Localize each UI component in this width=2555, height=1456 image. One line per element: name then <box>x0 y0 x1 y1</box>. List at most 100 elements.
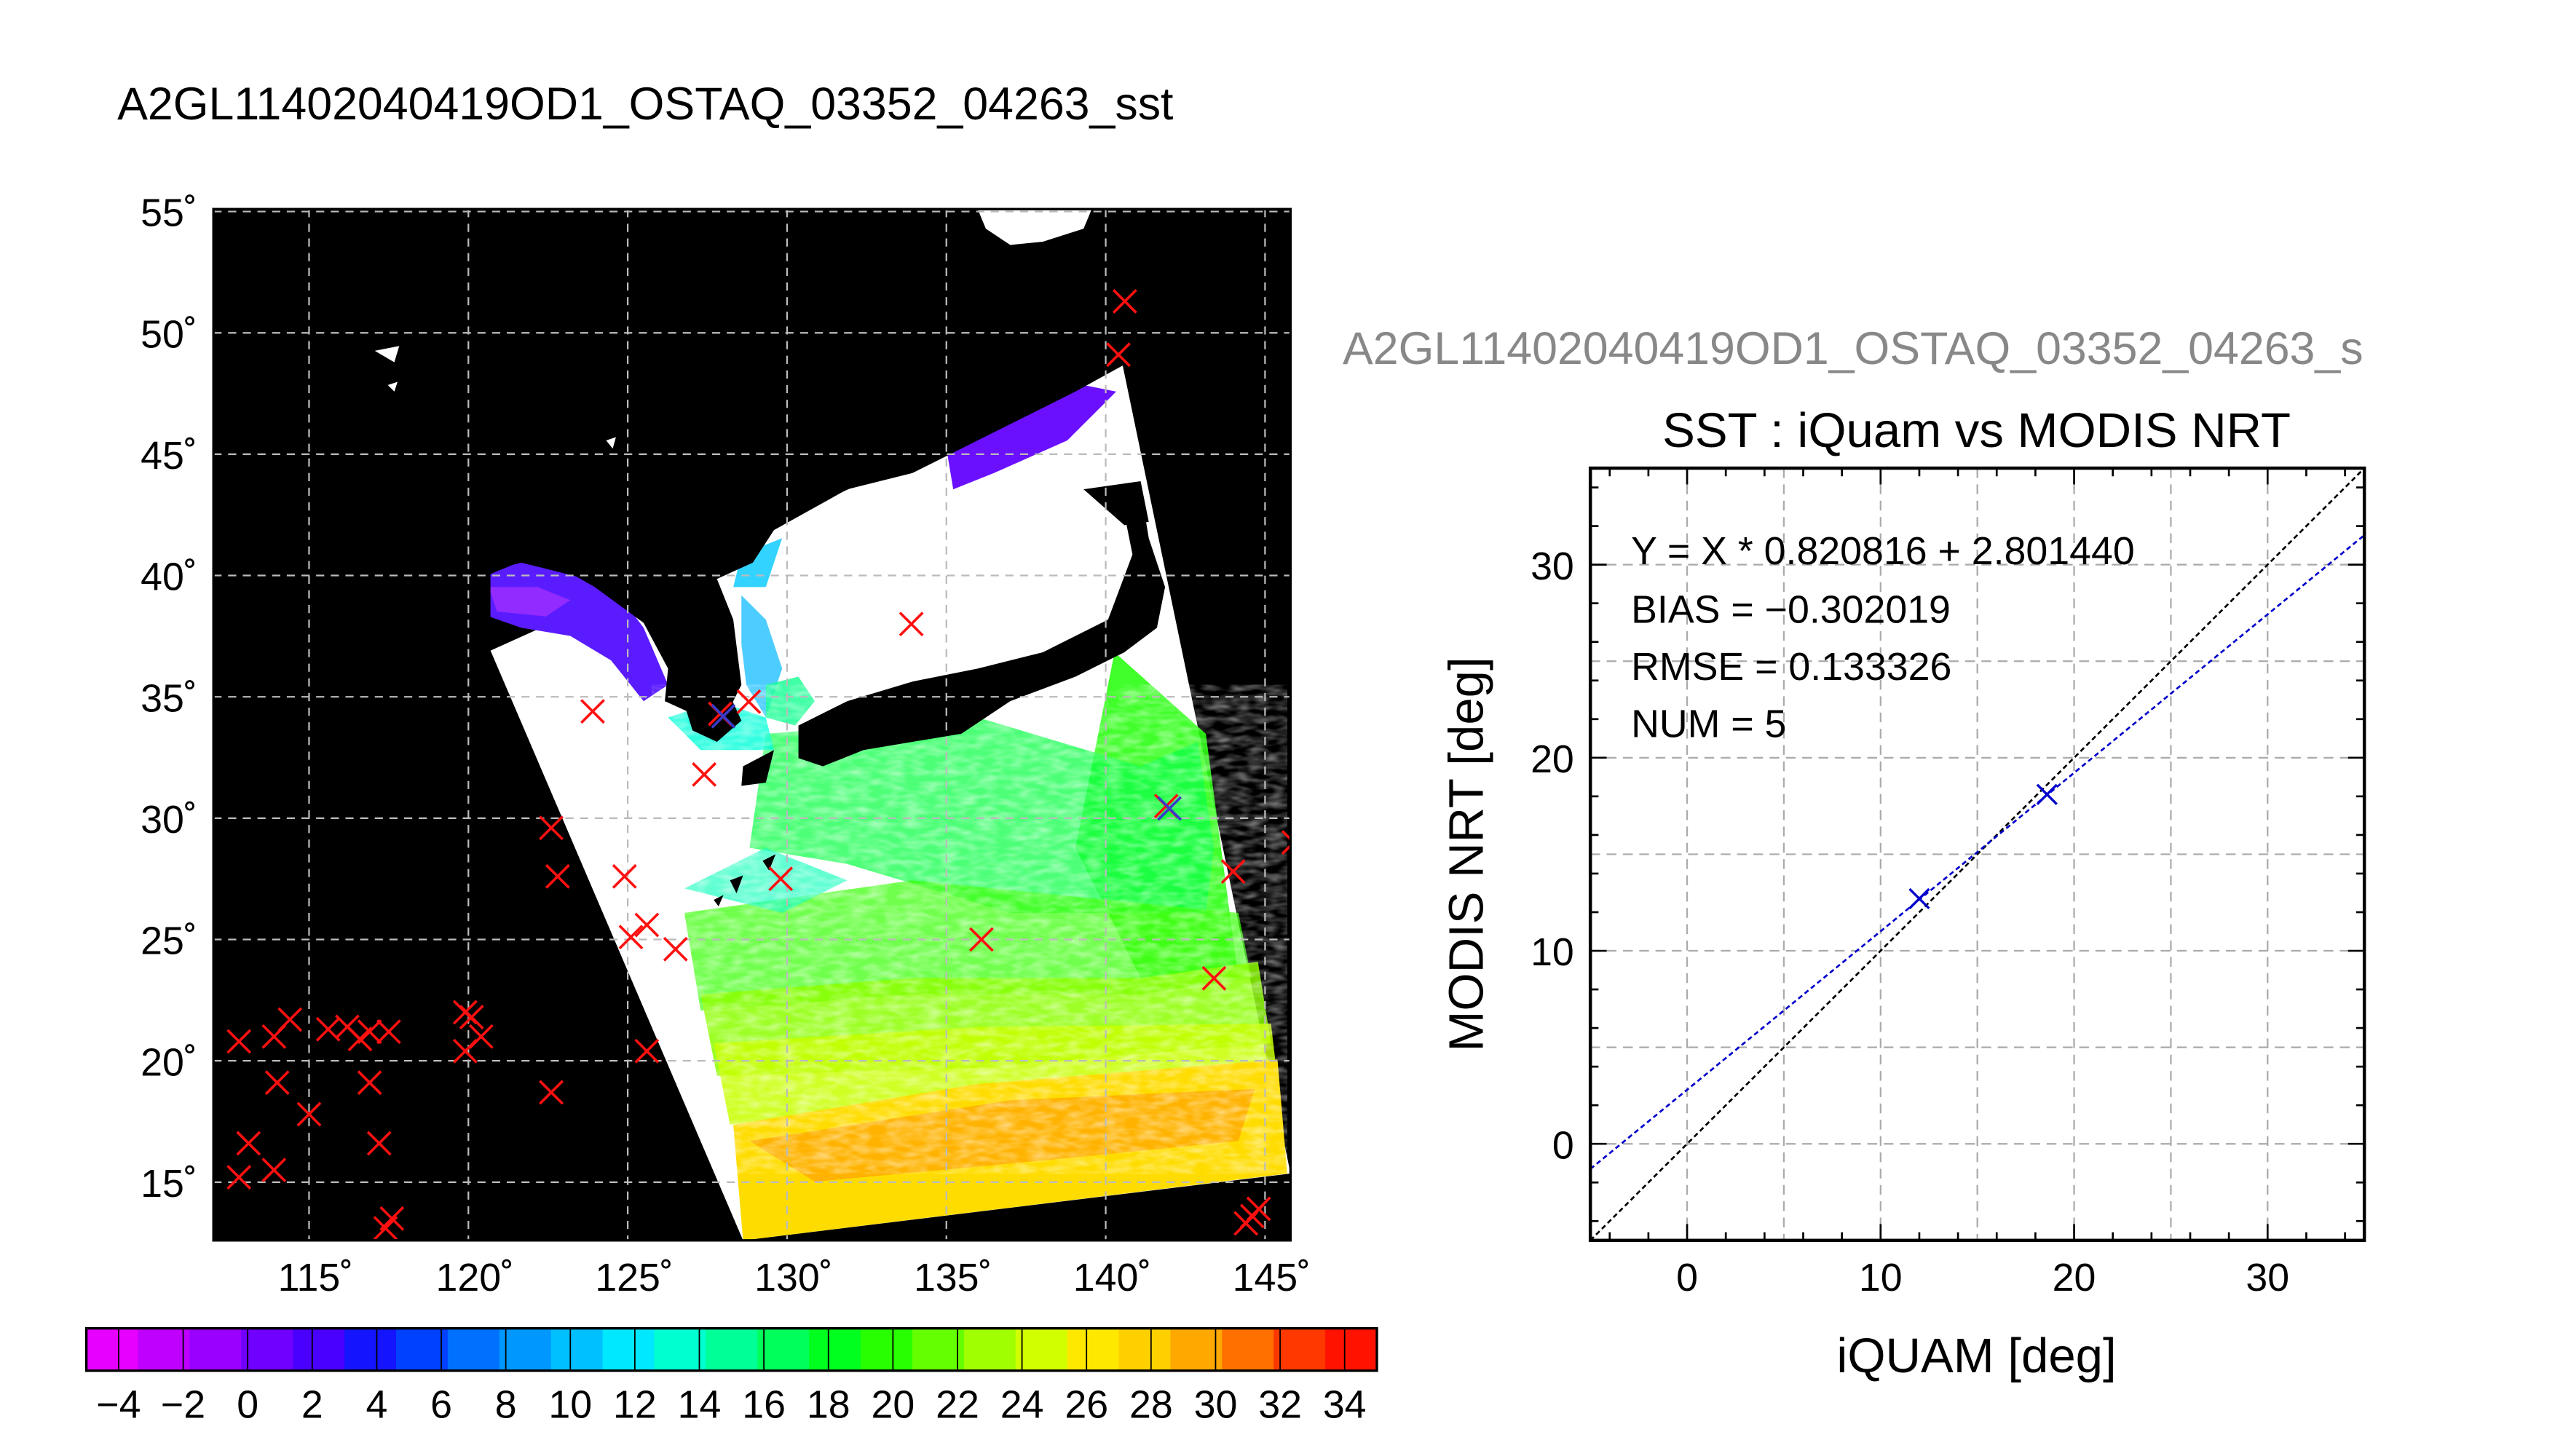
scatter-plot: Y = X * 0.820816 + 2.801440 BIAS = −0.30… <box>1588 466 2366 1243</box>
sst-colorbar <box>84 1326 1378 1372</box>
lat-tick-label: 45˚ <box>141 434 197 478</box>
bias-stat: BIAS = −0.302019 <box>1631 588 1951 632</box>
colorbar-segment <box>189 1328 242 1371</box>
lon-tick-label: 125˚ <box>595 1256 673 1299</box>
buoy-marker <box>1201 965 1227 991</box>
lat-tick-label: 15˚ <box>141 1162 197 1206</box>
colorbar-segment <box>1170 1328 1223 1371</box>
colorbar-segment <box>963 1328 1017 1371</box>
buoy-marker <box>226 1029 252 1054</box>
colorbar-segment <box>344 1328 398 1371</box>
scatter-title: SST : iQuam vs MODIS NRT <box>1662 403 2291 458</box>
scatter-x-axis-label: iQUAM [deg] <box>1836 1329 2116 1383</box>
colorbar-label: 22 <box>936 1383 979 1427</box>
lat-tick-label: 55˚ <box>141 191 197 235</box>
lat-tick-label: 40˚ <box>141 555 197 599</box>
colorbar-segment <box>550 1328 604 1371</box>
buoy-marker <box>296 1101 322 1127</box>
buoy-marker <box>612 863 637 889</box>
buoy-marker <box>663 936 688 962</box>
buoy-marker <box>1112 288 1137 314</box>
buoy-marker <box>634 912 660 938</box>
rmse-stat: RMSE = 0.133326 <box>1631 645 1951 689</box>
regression-fit-line <box>1590 534 2365 1170</box>
colorbar-label: 0 <box>237 1383 258 1427</box>
lon-tick-label: 135˚ <box>914 1256 992 1299</box>
buoy-marker <box>277 1007 303 1032</box>
colorbar-segment <box>395 1328 449 1371</box>
colorbar-segment <box>447 1328 501 1371</box>
colorbar-segment <box>654 1328 707 1371</box>
scatter-y-tick-label: 20 <box>1531 737 1574 781</box>
buoy-marker <box>1106 342 1132 368</box>
map-title: A2GL11402040419OD1_OSTAQ_03352_04263_sst <box>117 79 1173 130</box>
map-grid <box>213 209 1291 1241</box>
colorbar-segment <box>1067 1328 1120 1371</box>
colorbar-segment <box>86 1328 139 1371</box>
matchup-marker <box>711 703 736 729</box>
scatter-x-tick-label: 0 <box>1676 1256 1698 1299</box>
colorbar-label: −2 <box>161 1383 205 1427</box>
colorbar-label: 10 <box>548 1383 592 1427</box>
matchup-marker <box>1157 796 1182 821</box>
scatter-x-tick-label: 10 <box>1859 1256 1903 1299</box>
colorbar-segment <box>1273 1328 1327 1371</box>
lat-tick-label: 35˚ <box>141 676 197 720</box>
buoy-marker <box>899 612 924 637</box>
colorbar-segment <box>293 1328 346 1371</box>
buoy-marker <box>452 1038 478 1064</box>
lon-tick-label: 115˚ <box>278 1256 353 1299</box>
colorbar-label: 14 <box>678 1383 722 1427</box>
buoy-marker <box>264 1070 290 1096</box>
longitude-tick-labels: 115˚ 120˚ 125˚ 130˚ 135˚ 140˚ 145˚ <box>278 1256 1311 1299</box>
buoy-marker <box>768 866 794 892</box>
scatter-x-tick-labels: 0 10 20 30 <box>1676 1256 2289 1299</box>
matchup-markers <box>711 703 1182 821</box>
buoy-marker <box>539 815 564 841</box>
regression-equation: Y = X * 0.820816 + 2.801440 <box>1631 529 2135 573</box>
map-frame <box>212 207 1292 1242</box>
scatter-grid <box>1590 468 2365 1241</box>
buoy-marker <box>736 689 762 714</box>
buoy-marker <box>618 925 644 950</box>
scatter-y-axis-label: MODIS NRT [deg] <box>1439 657 1493 1051</box>
buoy-marker <box>459 1005 484 1030</box>
buoy-marker <box>261 1158 287 1183</box>
buoy-marker <box>1220 859 1246 885</box>
latitude-tick-labels: 55˚ 50˚ 45˚ 40˚ 35˚ 30˚ 25˚ 20˚ 15˚ <box>141 191 197 1206</box>
colorbar-segment <box>499 1328 553 1371</box>
lat-tick-label: 25˚ <box>141 919 197 963</box>
num-stat: NUM = 5 <box>1631 702 1786 745</box>
colorbar-label: 8 <box>495 1383 517 1427</box>
colorbar-frame <box>84 1326 1378 1372</box>
sst-map <box>212 207 1292 1242</box>
scatter-y-tick-labels: 0 10 20 30 <box>1531 545 1574 1168</box>
buoy-marker <box>968 927 994 952</box>
scatter-frame <box>1588 466 2366 1243</box>
buoy-marker <box>539 1080 564 1105</box>
one-to-one-reference-line <box>1590 468 2365 1241</box>
small-islands <box>714 854 776 907</box>
lat-tick-label: 50˚ <box>141 312 197 356</box>
colorbar-label: 32 <box>1258 1383 1302 1427</box>
buoy-marker <box>366 1131 392 1156</box>
lon-tick-label: 130˚ <box>754 1256 832 1299</box>
colorbar-label: 20 <box>872 1383 915 1427</box>
colorbar-segment <box>912 1328 965 1371</box>
buoy-marker <box>1246 1196 1271 1222</box>
colorbar-segment <box>1222 1328 1275 1371</box>
lon-tick-label: 145˚ <box>1233 1256 1311 1299</box>
colorbar-segment <box>706 1328 759 1371</box>
colorbar-label: 12 <box>613 1383 657 1427</box>
buoy-marker <box>379 1206 405 1231</box>
colorbar-segment <box>757 1328 810 1371</box>
colorbar-segment <box>861 1328 914 1371</box>
buoy-marker <box>226 1165 252 1190</box>
colorbar-label: 6 <box>430 1383 452 1427</box>
colorbar-label: 18 <box>807 1383 850 1427</box>
scatter-tick-marks <box>1590 468 2365 1241</box>
colorbar-segment <box>602 1328 655 1371</box>
colorbar-label: 4 <box>366 1383 387 1427</box>
lon-tick-label: 140˚ <box>1073 1256 1151 1299</box>
